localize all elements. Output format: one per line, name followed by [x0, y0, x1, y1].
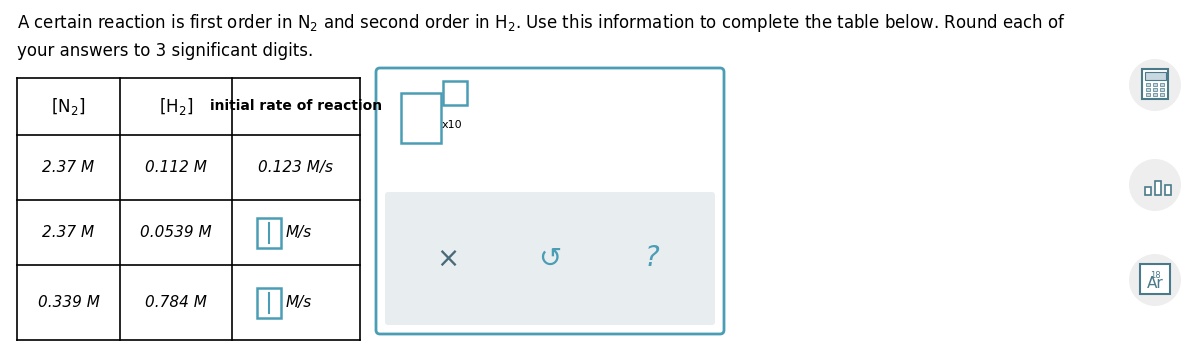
Text: 0.112 M: 0.112 M [145, 160, 206, 175]
Text: your answers to 3 significant digits.: your answers to 3 significant digits. [17, 42, 313, 60]
FancyBboxPatch shape [1159, 93, 1164, 96]
FancyBboxPatch shape [1159, 83, 1164, 86]
Text: 2.37 M: 2.37 M [42, 225, 95, 240]
FancyBboxPatch shape [1146, 93, 1151, 96]
Text: 18: 18 [1150, 271, 1160, 280]
Text: M/s: M/s [286, 295, 312, 310]
Text: ?: ? [644, 245, 659, 272]
Text: 0.339 M: 0.339 M [37, 295, 100, 310]
Text: Ar: Ar [1147, 276, 1163, 290]
Bar [1165, 185, 1171, 195]
FancyBboxPatch shape [1145, 72, 1165, 79]
Circle shape [1129, 159, 1181, 211]
FancyBboxPatch shape [1153, 83, 1157, 86]
FancyBboxPatch shape [1142, 69, 1168, 99]
FancyBboxPatch shape [1153, 88, 1157, 91]
Text: 0.0539 M: 0.0539 M [140, 225, 212, 240]
Text: M/s: M/s [286, 225, 312, 240]
FancyBboxPatch shape [257, 218, 281, 247]
Circle shape [1129, 59, 1181, 111]
FancyBboxPatch shape [1153, 93, 1157, 96]
FancyBboxPatch shape [385, 192, 715, 325]
FancyBboxPatch shape [401, 93, 442, 143]
FancyBboxPatch shape [1159, 88, 1164, 91]
FancyBboxPatch shape [376, 68, 724, 334]
FancyBboxPatch shape [1146, 83, 1151, 86]
Text: initial rate of reaction: initial rate of reaction [210, 100, 382, 113]
Text: A certain reaction is first order in N$_2$ and second order in H$_2$. Use this i: A certain reaction is first order in N$_… [17, 12, 1066, 34]
Bar [1154, 181, 1162, 195]
FancyBboxPatch shape [443, 81, 467, 105]
Bar [1145, 187, 1151, 195]
Text: ↺: ↺ [539, 245, 562, 272]
FancyBboxPatch shape [1146, 88, 1151, 91]
Text: $\left[\mathrm{N_2}\right]$: $\left[\mathrm{N_2}\right]$ [52, 96, 85, 117]
Circle shape [1129, 254, 1181, 306]
Text: 2.37 M: 2.37 M [42, 160, 95, 175]
FancyBboxPatch shape [257, 287, 281, 318]
Text: ×: × [437, 245, 460, 272]
Text: x10: x10 [442, 120, 463, 130]
FancyBboxPatch shape [1140, 264, 1170, 294]
Text: 0.784 M: 0.784 M [145, 295, 206, 310]
Text: 0.123 M/s: 0.123 M/s [258, 160, 334, 175]
Text: $\left[\mathrm{H_2}\right]$: $\left[\mathrm{H_2}\right]$ [158, 96, 193, 117]
